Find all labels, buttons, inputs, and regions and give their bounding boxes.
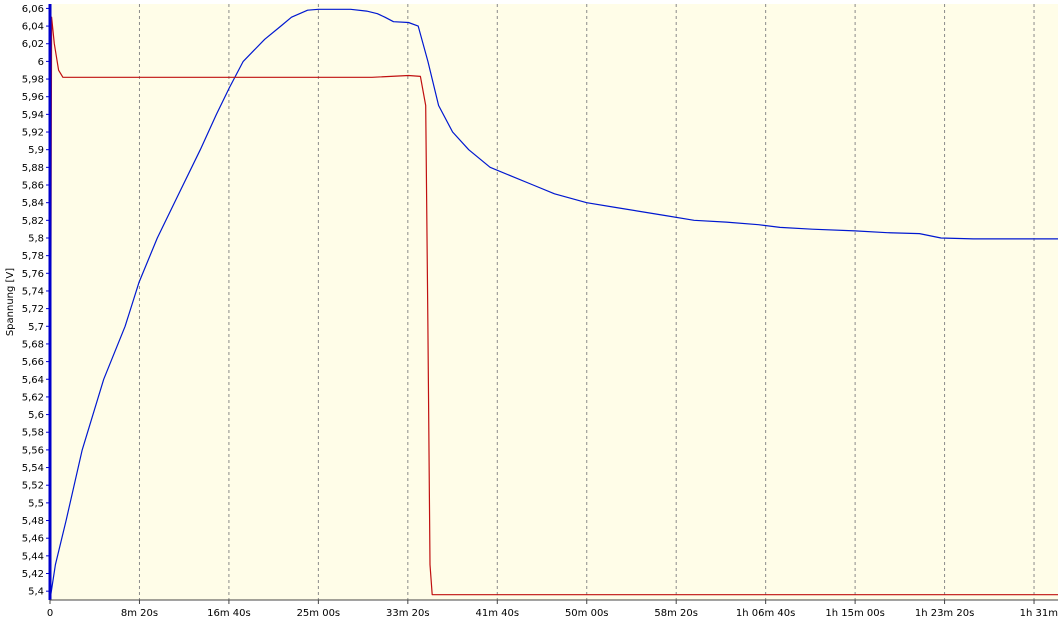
y-tick-label: 6,04: [22, 22, 44, 33]
y-tick-labels: 6,06 6,04 6,02 6 5,98 5,96 5,94 5,92 5,9 5,88 5,86…: [22, 4, 50, 598]
x-tick-label: 25m 00s: [297, 608, 341, 619]
x-tick-label: 33m 20s: [386, 608, 430, 619]
y-tick-label: 5,88: [22, 163, 44, 174]
y-tick-label: 5,94: [22, 110, 44, 121]
y-axis-label: Spannung [V]: [5, 268, 16, 336]
y-tick-label: 6,06: [22, 4, 44, 15]
y-tick-label: 5,74: [22, 286, 44, 297]
y-tick-label: 5,66: [22, 357, 44, 368]
y-tick-label: 6: [38, 57, 44, 68]
x-tick-label: 50m 00s: [565, 608, 609, 619]
x-tick-label: 8m 20s: [121, 608, 158, 619]
series-line-2: [49, 16, 1058, 601]
y-tick-label: 5,78: [22, 251, 44, 262]
y-tick-label: 5,84: [22, 198, 44, 209]
y-tick-label: 5,8: [28, 233, 44, 244]
x-tick-label: 41m 40s: [475, 608, 519, 619]
y-tick-label: 5,56: [22, 445, 44, 456]
x-tick-label: 1h 06m 40s: [736, 608, 795, 619]
y-tick-label: 5,42: [22, 569, 44, 580]
series-group: [49, 8, 1058, 601]
x-tick-label: 58m 20s: [654, 608, 698, 619]
y-tick-label: 5,96: [22, 92, 44, 103]
y-tick-label: 5,52: [22, 481, 44, 492]
y-tick-label: 5,48: [22, 516, 44, 527]
y-tick-label: 5,46: [22, 534, 44, 545]
y-tick-label: 5,44: [22, 551, 44, 562]
x-tick-label: 16m 40s: [207, 608, 251, 619]
y-tick-label: 5,68: [22, 339, 44, 350]
x-tick-label: 1h 31m: [1020, 608, 1058, 619]
y-tick-label: 5,82: [22, 216, 44, 227]
y-tick-label: 5,9: [28, 145, 44, 156]
y-tick-label: 5,5: [28, 498, 44, 509]
y-tick-label: 5,98: [22, 75, 44, 86]
y-tick-label: 5,72: [22, 304, 44, 315]
x-tick-label: 0: [47, 608, 53, 619]
x-tick-label: 1h 15m 00s: [825, 608, 884, 619]
y-tick-label: 5,4: [28, 587, 44, 598]
y-tick-label: 5,62: [22, 392, 44, 403]
y-tick-label: 5,7: [28, 322, 44, 333]
y-tick-label: 5,58: [22, 428, 44, 439]
x-tick-labels: 0 8m 20s 16m 40s 25m 00s 33m 20s 41m 40s 50m 0…: [47, 600, 1058, 619]
y-tick-label: 5,92: [22, 128, 44, 139]
y-tick-label: 6,02: [22, 39, 44, 50]
x-tick-label: 1h 23m 20s: [915, 608, 974, 619]
y-tick-label: 5,54: [22, 463, 44, 474]
y-tick-label: 5,64: [22, 375, 44, 386]
plot-background: [50, 4, 1058, 600]
series-line-1: [49, 8, 1058, 601]
y-tick-label: 5,6: [28, 410, 44, 421]
y-tick-label: 5,86: [22, 181, 44, 192]
y-tick-label: 5,76: [22, 269, 44, 280]
